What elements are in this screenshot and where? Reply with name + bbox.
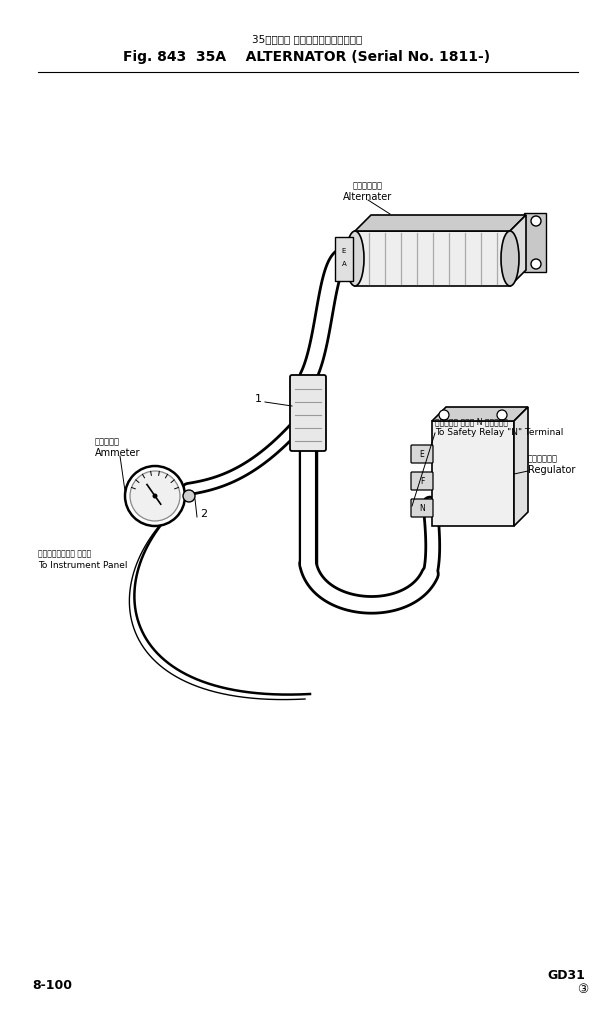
Text: オルタネータ: オルタネータ xyxy=(353,182,383,190)
Text: インストルメント パネル: インストルメント パネル xyxy=(38,549,91,558)
Polygon shape xyxy=(524,213,546,272)
Polygon shape xyxy=(355,215,526,231)
Text: Alternater: Alternater xyxy=(343,192,392,202)
Text: GD31: GD31 xyxy=(547,969,585,982)
Polygon shape xyxy=(432,407,528,421)
Text: ③: ③ xyxy=(577,983,588,996)
Text: 35アンペア オルタネータ（適用号機: 35アンペア オルタネータ（適用号機 xyxy=(252,34,362,44)
Ellipse shape xyxy=(346,231,364,286)
Circle shape xyxy=(531,259,541,269)
FancyBboxPatch shape xyxy=(411,499,433,517)
Text: 1: 1 xyxy=(254,394,262,404)
Text: To Instrument Panel: To Instrument Panel xyxy=(38,561,128,570)
Text: To Safety Relay "N" Terminal: To Safety Relay "N" Terminal xyxy=(435,428,564,437)
Circle shape xyxy=(152,494,158,499)
Polygon shape xyxy=(335,236,353,281)
FancyBboxPatch shape xyxy=(411,472,433,490)
Text: F: F xyxy=(420,477,424,486)
Polygon shape xyxy=(355,231,510,286)
Circle shape xyxy=(125,466,185,526)
Polygon shape xyxy=(514,407,528,526)
Circle shape xyxy=(497,410,507,420)
Text: 8-100: 8-100 xyxy=(32,979,72,992)
Text: Fig. 843  35A    ALTERNATOR (Serial No. 1811-): Fig. 843 35A ALTERNATOR (Serial No. 1811… xyxy=(123,50,491,64)
Text: セイフティ リレー N ターミナル: セイフティ リレー N ターミナル xyxy=(435,417,508,426)
Text: E: E xyxy=(419,449,424,458)
Circle shape xyxy=(130,470,180,521)
Text: 2: 2 xyxy=(200,509,208,519)
Polygon shape xyxy=(510,215,526,286)
Circle shape xyxy=(531,216,541,226)
Polygon shape xyxy=(432,421,514,526)
Text: N: N xyxy=(419,504,425,512)
Circle shape xyxy=(439,410,449,420)
Text: A: A xyxy=(341,261,346,267)
Text: E: E xyxy=(342,247,346,254)
Ellipse shape xyxy=(501,231,519,286)
Text: Ammeter: Ammeter xyxy=(95,448,141,458)
Circle shape xyxy=(183,490,195,502)
FancyBboxPatch shape xyxy=(411,445,433,463)
Text: Regulator: Regulator xyxy=(528,465,575,475)
FancyBboxPatch shape xyxy=(290,375,326,451)
Text: アンメータ: アンメータ xyxy=(95,437,120,446)
Text: レギュレータ: レギュレータ xyxy=(528,454,558,463)
